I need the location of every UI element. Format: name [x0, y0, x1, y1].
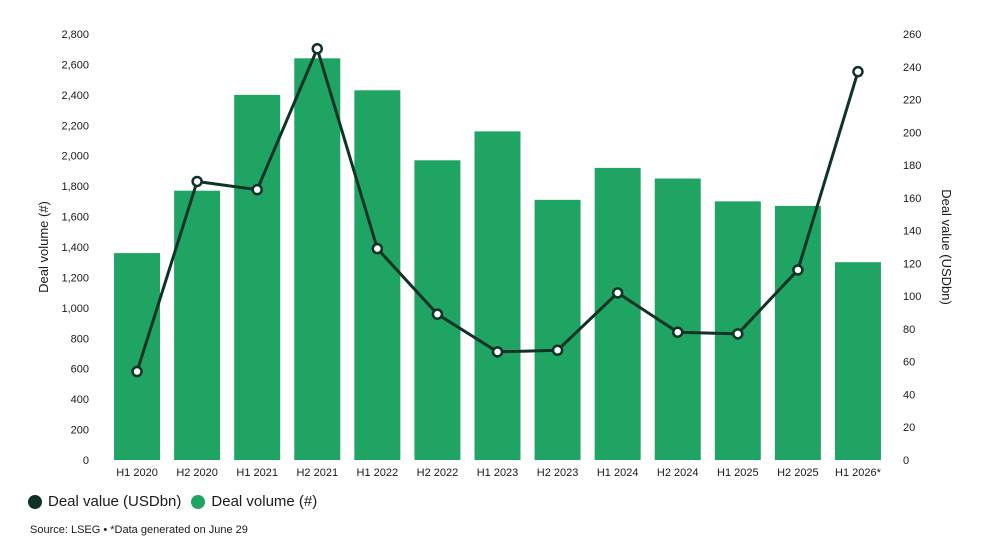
bar	[594, 167, 641, 460]
bar	[474, 131, 521, 460]
deal-value-point	[191, 175, 203, 188]
deal-value-point	[852, 65, 864, 78]
y-right-tick-label: 240	[903, 62, 921, 74]
legend: Deal value (USDbn) Deal volume (#)	[28, 493, 321, 510]
y-left-tick-label: 1,200	[61, 272, 89, 284]
deal-value-point	[792, 264, 804, 276]
x-tick-label: H2 2020	[176, 467, 218, 479]
y-left-tick-label: 600	[71, 364, 89, 376]
deal-value-point	[551, 344, 564, 356]
x-tick-label: H1 2024	[597, 467, 639, 479]
y-left-tick-label: 0	[83, 455, 89, 467]
deal-value-point	[491, 346, 504, 358]
deal-value-point	[251, 183, 263, 196]
y-left-tick-label: 2,600	[61, 59, 89, 71]
y-left-tick-label: 200	[71, 425, 89, 437]
y-right-tick-label: 80	[903, 324, 915, 336]
y-right-tick-label: 260	[903, 29, 921, 41]
y-right-tick-label: 60	[903, 357, 915, 369]
y-right-tick-label: 120	[903, 258, 921, 270]
y-left-tick-label: 2,400	[61, 90, 89, 102]
deal-value-point	[671, 326, 684, 338]
deal-value-point	[131, 365, 143, 378]
legend-swatch-deal-volume	[191, 494, 206, 509]
source-note: Source: LSEG • *Data generated on June 2…	[30, 524, 248, 536]
bar	[354, 90, 401, 461]
y-left-tick-label: 2,000	[61, 151, 89, 163]
legend-swatch-deal-value	[28, 494, 42, 509]
deal-value-point	[311, 42, 324, 55]
y-left-tick-label: 2,800	[61, 29, 89, 41]
x-tick-label: H1 2021	[236, 467, 278, 479]
y-left-axis-title: Deal volume (#)	[36, 201, 51, 293]
y-right-tick-label: 40	[903, 389, 915, 401]
y-right-tick-label: 220	[903, 95, 921, 107]
bar	[534, 199, 581, 461]
deal-value-point	[732, 328, 744, 340]
bar	[174, 190, 221, 460]
y-right-tick-label: 200	[903, 127, 921, 139]
x-tick-label: H2 2025	[777, 467, 819, 479]
x-tick-label: H2 2023	[537, 467, 579, 479]
x-tick-label: H1 2023	[477, 467, 519, 479]
y-left-tick-label: 400	[71, 394, 89, 406]
legend-item-deal-volume: Deal volume (#)	[191, 493, 317, 510]
x-tick-label: H2 2021	[296, 467, 338, 479]
y-left-tick-label: 1,600	[61, 212, 89, 224]
y-left-tick-label: 1,800	[61, 181, 89, 193]
y-right-tick-label: 100	[903, 291, 921, 303]
x-tick-label: H1 2025	[717, 467, 759, 479]
deal-value-point	[371, 242, 384, 255]
y-right-tick-label: 140	[903, 226, 921, 238]
legend-label-deal-value: Deal value (USDbn)	[48, 493, 182, 510]
bar	[294, 58, 341, 460]
legend-label-deal-volume: Deal volume (#)	[211, 493, 318, 510]
bar	[774, 205, 821, 460]
y-left-tick-label: 1,400	[61, 242, 89, 254]
y-right-tick-label: 180	[903, 160, 921, 172]
y-right-tick-label: 20	[903, 422, 915, 434]
x-tick-label: H2 2022	[417, 467, 459, 479]
bar	[654, 178, 701, 461]
combo-chart: 02004006008001,0001,2001,4001,6001,8002,…	[36, 29, 954, 479]
bar	[114, 253, 161, 460]
y-right-axis-title: Deal value (USDbn)	[939, 189, 954, 305]
deal-value-point	[431, 308, 444, 320]
x-tick-label: H1 2022	[357, 467, 399, 479]
bar	[834, 262, 881, 460]
x-tick-label: H1 2026*	[835, 467, 882, 479]
x-tick-label: H2 2024	[657, 467, 699, 479]
y-right-tick-label: 0	[903, 455, 909, 467]
y-right-tick-label: 160	[903, 193, 921, 205]
y-left-tick-label: 1,000	[61, 303, 89, 315]
y-left-tick-label: 2,200	[61, 120, 89, 132]
y-left-tick-label: 800	[71, 333, 89, 345]
x-tick-label: H1 2020	[116, 467, 158, 479]
deal-value-point	[611, 287, 624, 299]
legend-item-deal-value: Deal value (USDbn)	[28, 493, 181, 510]
